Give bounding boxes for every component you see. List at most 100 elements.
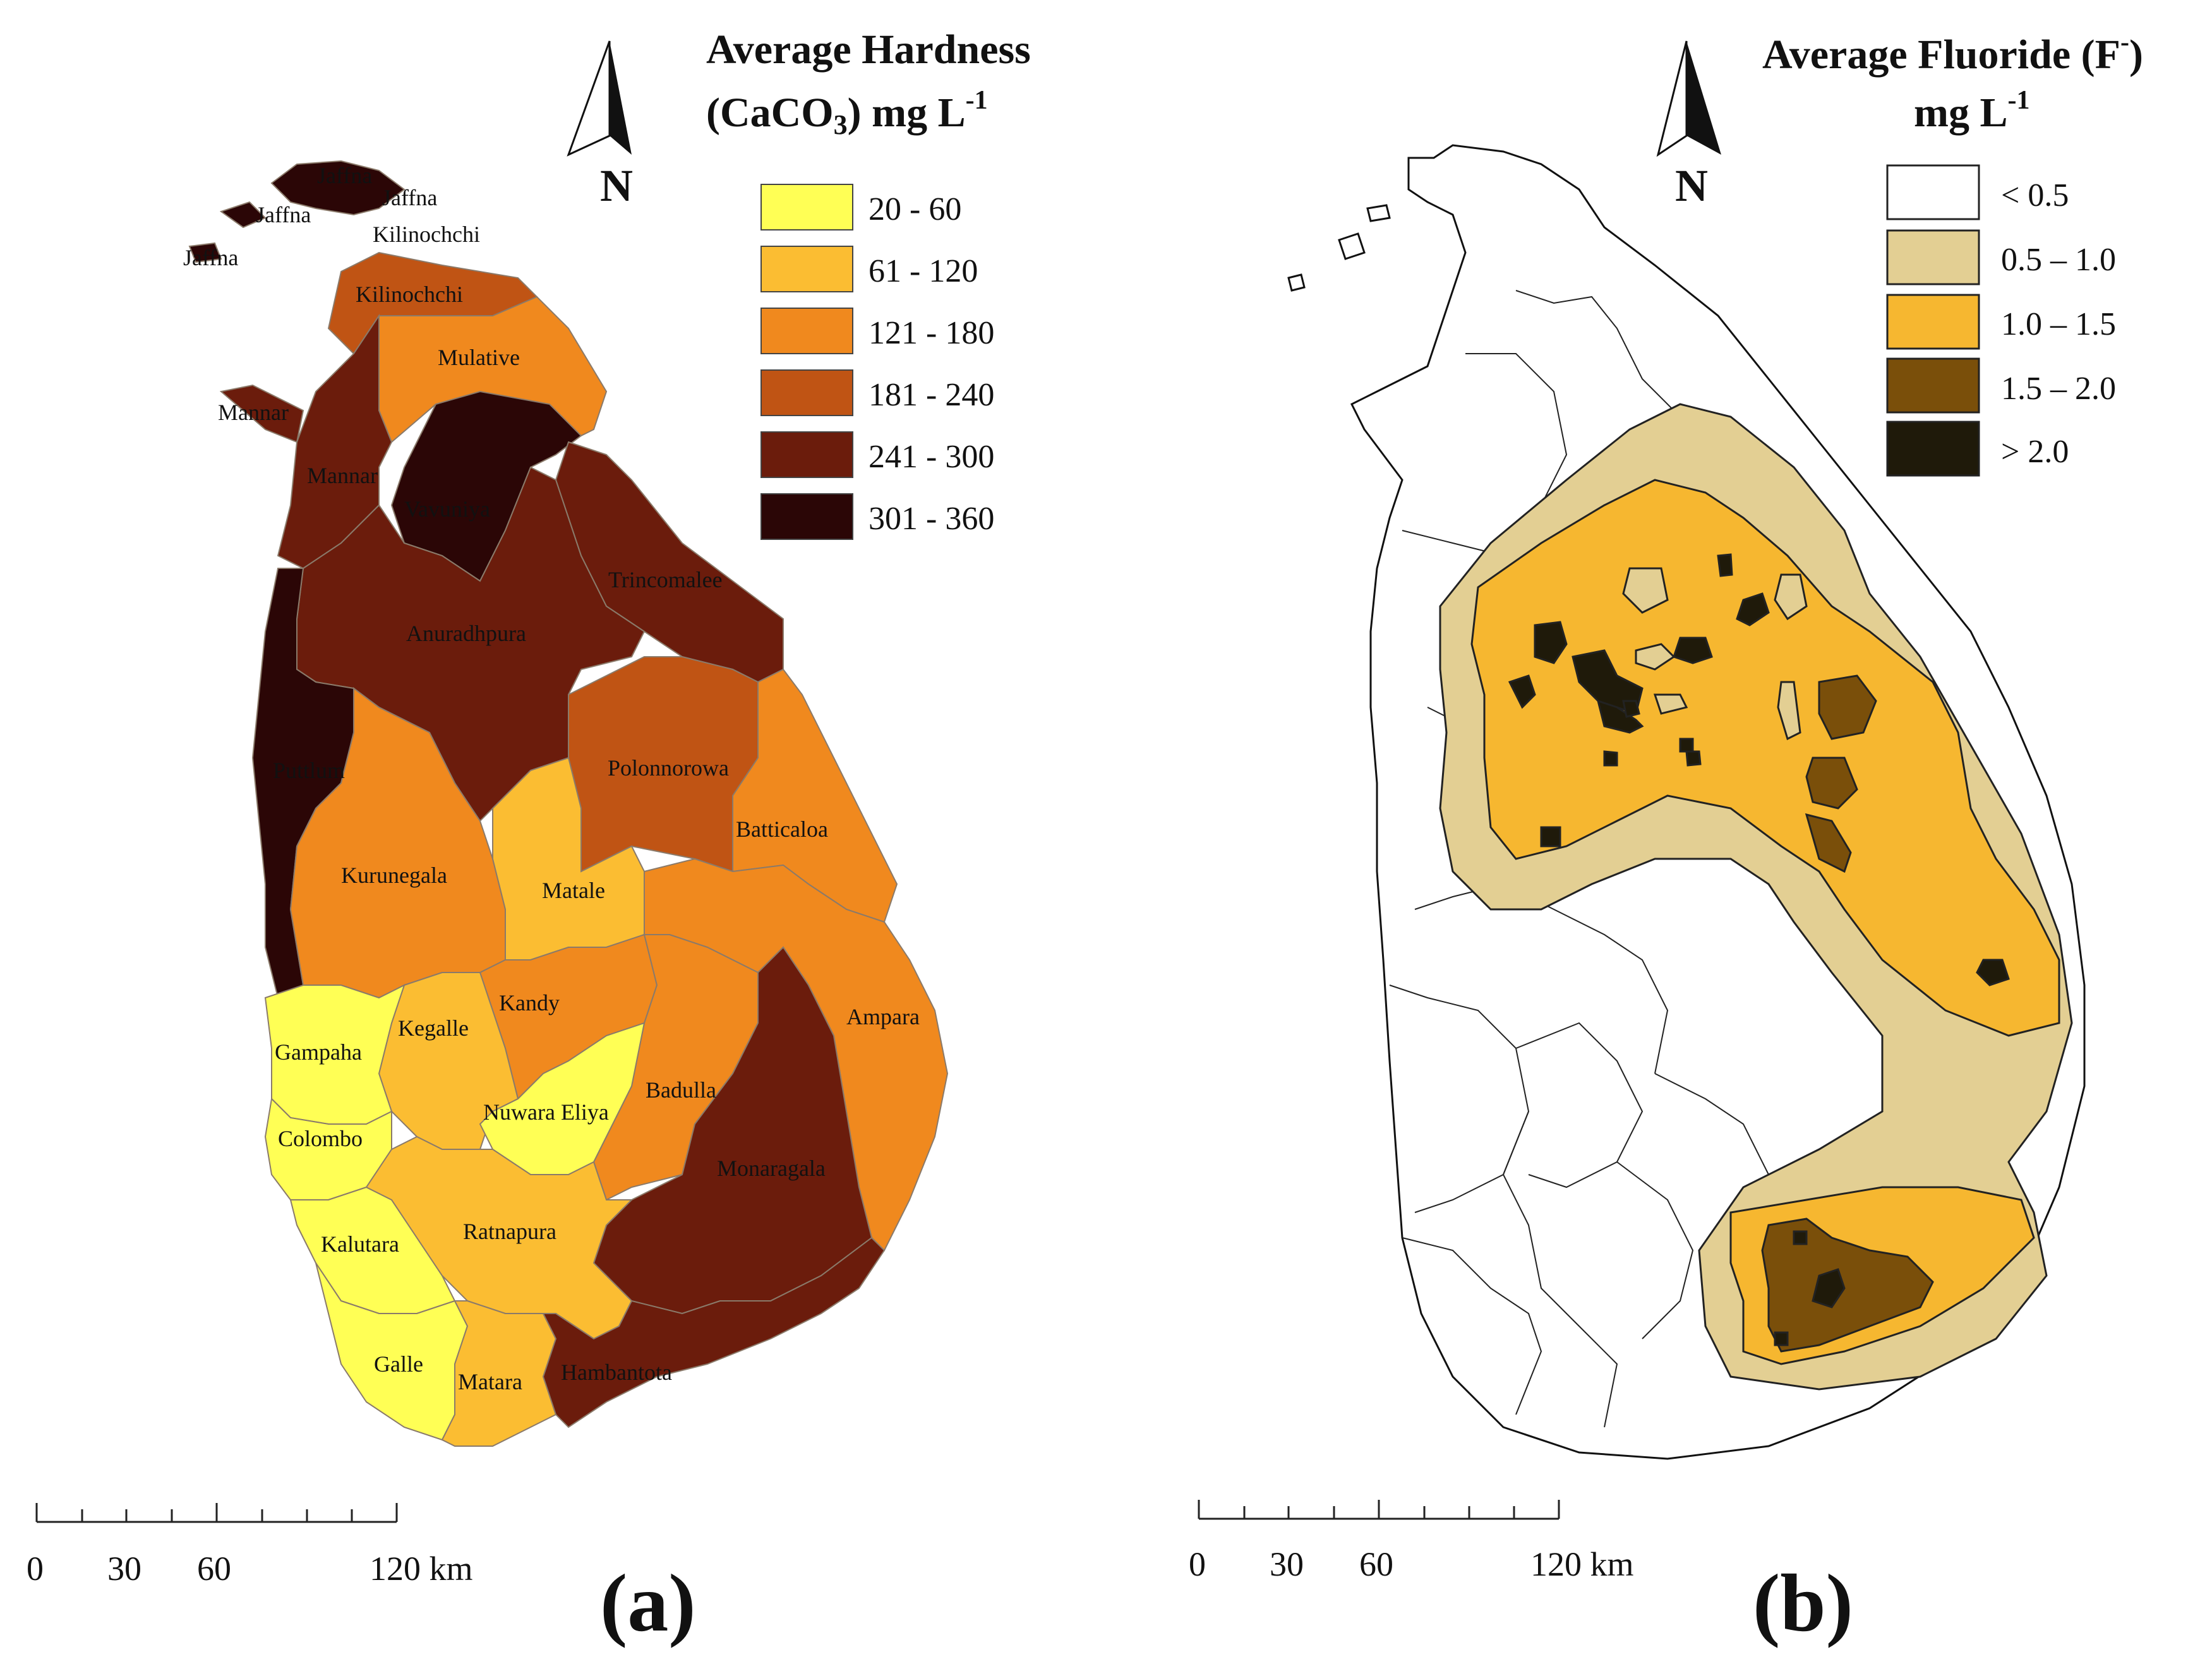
district-label: Trincomalee xyxy=(608,567,723,592)
north-arrow-b-icon: N xyxy=(1656,40,1721,211)
contour-gt-2.0 xyxy=(1508,674,1536,709)
legend-b-label: 1.0 – 1.5 xyxy=(2001,306,2116,342)
legend-b-item: 1.5 – 2.0 xyxy=(1886,357,2116,414)
contour-gt-2.0 xyxy=(1774,1331,1789,1346)
legend-a-item: 181 - 240 xyxy=(760,369,994,416)
scale-tick-label: 120 km xyxy=(1530,1545,1634,1583)
panel-a-hardness-map: N Average Hardness (CaCO3) mg L-1 20 - 6… xyxy=(27,27,1031,1649)
contour-gt-2.0 xyxy=(1717,553,1733,577)
scale-tick-label: 60 xyxy=(197,1550,231,1588)
district-label: Kurunegala xyxy=(341,863,447,888)
scale-tick-label: 30 xyxy=(1270,1545,1304,1583)
legend-a-label: 61 - 120 xyxy=(869,253,978,289)
district-label: Jaffna xyxy=(183,245,238,270)
legend-b-label: 0.5 – 1.0 xyxy=(2001,242,2116,278)
contour-0.5-1.0-patch xyxy=(1653,693,1688,715)
district-label: Ratnapura xyxy=(463,1219,556,1244)
legend-a: 20 - 60 61 - 120 121 - 180 181 - 240 241… xyxy=(760,184,994,540)
district-label: Jaffna xyxy=(317,163,372,188)
contour-gt-2.0 xyxy=(1540,826,1561,847)
contour-0.5-1.0-patch xyxy=(1622,567,1669,614)
scale-tick-label: 60 xyxy=(1359,1545,1393,1583)
fluoride-contours xyxy=(1439,403,2073,1391)
north-arrow-a-icon: N xyxy=(567,40,633,211)
district-label: Polonnorowa xyxy=(608,755,729,781)
district-jaffna-islands xyxy=(188,201,267,263)
contour-1.5-2.0-patch xyxy=(1818,674,1877,740)
contour-gt-2.0 xyxy=(1685,750,1702,767)
district-label: Mannar xyxy=(218,400,289,425)
district-label: Gampaha xyxy=(275,1039,362,1065)
district-label: Matara xyxy=(458,1369,522,1394)
district-labels: Jaffna Jaffna Jaffna Jaffna Kilinochchi … xyxy=(183,163,920,1394)
district-label: Kandy xyxy=(499,990,560,1015)
district-label: Galle xyxy=(374,1351,423,1377)
district-label: Jaffna xyxy=(256,202,311,227)
district-matara xyxy=(441,1300,557,1447)
legend-title-b-line1: Average Fluoride (F-) xyxy=(1762,28,2143,78)
district-jaffna xyxy=(270,160,406,216)
legend-a-label: 121 - 180 xyxy=(869,315,994,351)
district-label: Nuwara Eliya xyxy=(483,1099,609,1125)
legend-b-label: > 2.0 xyxy=(2001,434,2069,470)
contour-gt-2.0 xyxy=(1736,592,1770,626)
legend-title-a-line2: (CaCO3) mg L-1 xyxy=(706,86,988,140)
legend-title-a-line1: Average Hardness xyxy=(706,27,1031,73)
legend-b-item: < 0.5 xyxy=(1886,164,2069,220)
district-label: Kalutara xyxy=(321,1231,399,1257)
north-label-b: N xyxy=(1675,160,1708,211)
contour-1.5-2.0-patch xyxy=(1805,757,1858,810)
contour-0.5-1.0-patch xyxy=(1774,573,1808,621)
district-label: Kilinochchi xyxy=(373,222,480,247)
legend-a-label: 301 - 360 xyxy=(869,501,994,537)
district-mannar-island xyxy=(219,384,304,443)
district-label: Colombo xyxy=(278,1126,363,1151)
district-ratnapura xyxy=(365,1135,634,1340)
legend-a-item: 121 - 180 xyxy=(760,308,994,354)
legend-a-label: 20 - 60 xyxy=(869,191,961,227)
contour-gt-2.0 xyxy=(1622,700,1640,718)
hardness-districts xyxy=(188,160,949,1447)
contour-gt-2.0 xyxy=(1603,750,1618,767)
contour-1.5-2.0-south xyxy=(1761,1218,1934,1353)
scale-tick-label: 30 xyxy=(107,1550,141,1588)
contour-gt-2.0 xyxy=(1976,959,2010,986)
district-label: Vavuniya xyxy=(404,496,490,522)
panel-label-b: (b) xyxy=(1753,1558,1853,1649)
legend-b-label: < 0.5 xyxy=(2001,177,2069,213)
legend-a-item: 61 - 120 xyxy=(760,246,978,292)
panel-b-fluoride-map: N Average Fluoride (F-) mg L-1 < 0.5 0.5… xyxy=(1189,28,2143,1649)
district-label: Jaffna xyxy=(382,185,437,210)
contour-1.0-1.5-north xyxy=(1470,479,2060,1037)
legend-b-item: 1.0 – 1.5 xyxy=(1886,294,2116,350)
district-label: Kegalle xyxy=(398,1015,469,1041)
legend-b-item: 0.5 – 1.0 xyxy=(1886,229,2116,285)
district-label: Monaragala xyxy=(717,1156,826,1181)
legend-a-item: 241 - 300 xyxy=(760,431,994,478)
contour-gt-2.0 xyxy=(1793,1230,1808,1245)
scale-bar-a: 0 30 60 120 km xyxy=(27,1503,473,1588)
legend-a-item: 20 - 60 xyxy=(760,184,961,230)
district-label: Puttlum xyxy=(273,758,345,783)
district-label: Badulla xyxy=(646,1077,716,1103)
legend-b-label: 1.5 – 2.0 xyxy=(2001,371,2116,407)
contour-gt-2.0 xyxy=(1812,1268,1846,1308)
contour-gt-2.0 xyxy=(1596,699,1644,734)
contour-1.5-2.0-patch xyxy=(1805,813,1852,873)
district-label: Ampara xyxy=(846,1004,920,1029)
district-label: Hambantota xyxy=(561,1360,672,1385)
district-label: Matale xyxy=(542,878,605,903)
scale-tick-label: 0 xyxy=(27,1550,44,1588)
scale-tick-label: 120 km xyxy=(370,1550,473,1588)
district-label: Mulative xyxy=(438,345,520,370)
district-label: Anuradhpura xyxy=(406,621,526,646)
legend-a-label: 181 - 240 xyxy=(869,377,994,413)
district-hambantota xyxy=(542,1236,886,1428)
legend-a-label: 241 - 300 xyxy=(869,439,994,475)
district-label: Kilinochchi xyxy=(356,282,463,307)
contour-0.5-1.0-patch xyxy=(1635,643,1676,671)
panel-label-a: (a) xyxy=(600,1558,696,1649)
legend-a-item: 301 - 360 xyxy=(760,493,994,540)
legend-b-item: > 2.0 xyxy=(1886,421,2069,477)
district-nuwara-eliya xyxy=(479,1022,646,1175)
